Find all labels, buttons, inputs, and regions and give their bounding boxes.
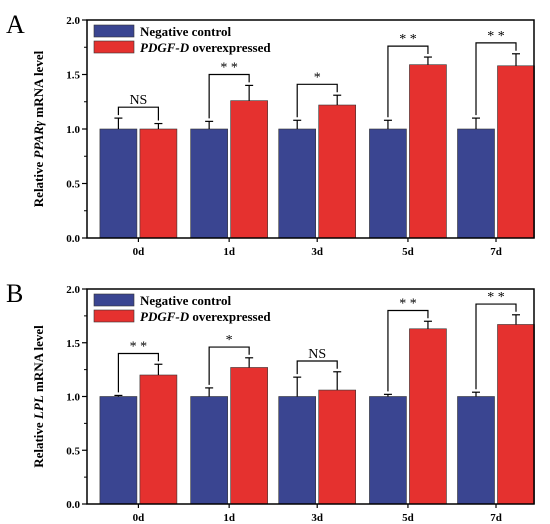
bar-1d-control (190, 396, 228, 505)
error-bar (423, 56, 432, 65)
x-tick-label: 1d (223, 512, 235, 524)
y-tick-label: 1.0 (66, 392, 80, 404)
bar-0d-control (99, 396, 138, 505)
x-tick-label: 3d (311, 512, 323, 524)
bar-3d-control (278, 128, 317, 239)
significance-bracket (208, 73, 250, 119)
significance-label: * * (220, 61, 238, 76)
error-bar (383, 119, 392, 129)
significance-label: NS (129, 93, 147, 108)
significance-bracket (475, 42, 517, 116)
legend-swatch (93, 309, 135, 323)
y-tick-label: 0.5 (66, 179, 80, 191)
error-bar (472, 117, 481, 129)
error-bar (333, 94, 342, 106)
error-bar (333, 371, 342, 391)
significance-bracket (387, 309, 429, 392)
y-tick-label: 0.0 (66, 499, 80, 511)
significance-bracket (387, 45, 429, 118)
error-bar (293, 119, 302, 129)
x-tick-label: 7d (490, 246, 502, 258)
error-bar (245, 357, 254, 368)
error-bar (512, 314, 521, 325)
bar-3d-control (278, 396, 317, 505)
bar-7d-overexpressed (497, 65, 535, 239)
y-tick-label: 2.0 (66, 284, 80, 296)
panel-A: A NS 0d * * 1d * 3d * * 5d * * 7d 0.0 0.5 1.0 1.5 2.0 Re… (6, 10, 535, 258)
bar-3d-overexpressed (318, 389, 357, 505)
significance-bracket (296, 83, 338, 118)
y-axis-label: Relative LPL mRNA level (31, 325, 46, 468)
error-bar (154, 122, 163, 129)
significance-bracket (208, 346, 250, 385)
significance-label: * * (487, 290, 505, 305)
x-tick-label: 5d (402, 512, 414, 524)
bar-0d-overexpressed (139, 374, 178, 505)
legend-swatch (93, 40, 135, 54)
y-tick-label: 0.0 (66, 233, 80, 245)
bar-1d-overexpressed (230, 100, 268, 239)
bar-5d-overexpressed (409, 64, 447, 239)
bar-1d-overexpressed (230, 367, 268, 505)
significance-label: * * (130, 340, 148, 355)
legend-label: PDGF-D overexpressed (140, 40, 271, 55)
x-tick-label: 1d (223, 246, 235, 258)
y-tick-label: 2.0 (66, 15, 80, 27)
error-bar (293, 376, 302, 397)
legend-swatch (93, 293, 135, 307)
y-tick-label: 1.5 (66, 338, 80, 350)
significance-label: NS (308, 347, 326, 362)
x-tick-label: 5d (402, 246, 414, 258)
y-tick-label: 1.5 (66, 70, 80, 82)
error-bar (383, 393, 392, 397)
error-bar (472, 391, 481, 397)
significance-label: * (314, 70, 321, 85)
error-bar (114, 394, 123, 397)
panel-B: B * * 0d * 1d NS 3d * * 5d * * 7d 0.0 0.5 1.0 1.5 2.0 Re… (6, 279, 535, 524)
significance-bracket (117, 352, 160, 393)
legend-swatch (93, 24, 135, 38)
error-bar (154, 363, 163, 375)
error-bar (114, 117, 123, 129)
significance-label: * * (487, 29, 505, 44)
y-tick-label: 0.5 (66, 445, 80, 457)
bar-5d-control (369, 396, 407, 505)
significance-bracket (296, 360, 338, 375)
error-bar (205, 120, 214, 129)
significance-label: * * (399, 32, 417, 47)
significance-label: * * (399, 297, 417, 312)
error-bar (423, 320, 432, 329)
panel-letter: B (6, 279, 23, 308)
bar-5d-overexpressed (409, 328, 447, 505)
legend-label: Negative control (140, 293, 231, 308)
legend-label: PDGF-D overexpressed (140, 309, 271, 324)
error-bar (512, 53, 521, 66)
y-tick-label: 1.0 (66, 124, 80, 136)
significance-bracket (475, 303, 517, 390)
x-tick-label: 7d (490, 512, 502, 524)
bar-3d-overexpressed (318, 104, 357, 239)
bar-7d-overexpressed (497, 324, 535, 505)
x-tick-label: 0d (133, 512, 145, 524)
error-bar (245, 84, 254, 101)
bar-1d-control (190, 128, 228, 239)
y-axis-label: Relative PPARγ mRNA level (31, 50, 46, 207)
legend-label: Negative control (140, 24, 231, 39)
bar-5d-control (369, 128, 407, 239)
bar-7d-control (457, 396, 495, 505)
significance-bracket (117, 106, 160, 121)
bar-7d-control (457, 128, 495, 239)
significance-label: * (226, 333, 233, 348)
bar-0d-overexpressed (139, 128, 178, 239)
x-tick-label: 3d (311, 246, 323, 258)
error-bar (205, 387, 214, 397)
x-tick-label: 0d (133, 246, 145, 258)
bar-0d-control (99, 128, 138, 239)
panel-letter: A (6, 10, 25, 39)
